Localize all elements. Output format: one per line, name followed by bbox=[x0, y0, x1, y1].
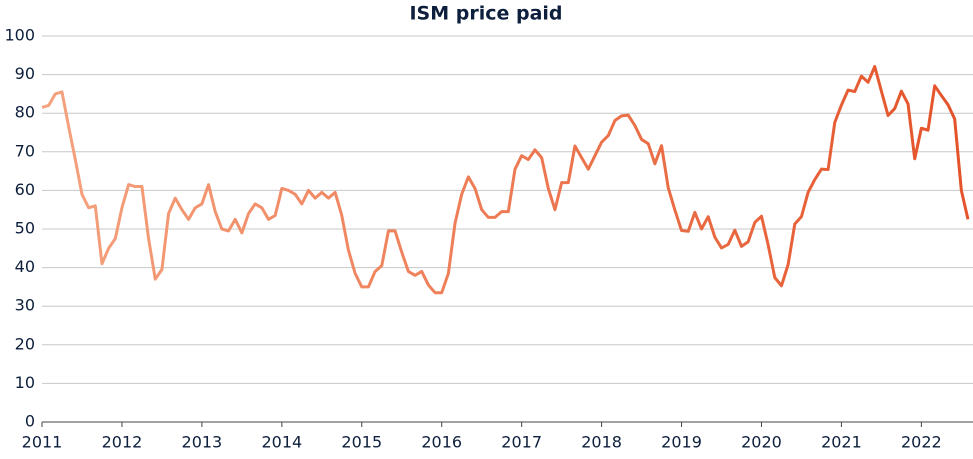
y-tick-label: 50 bbox=[15, 219, 35, 238]
x-tick-label: 2019 bbox=[661, 433, 702, 452]
y-tick-label: 30 bbox=[15, 296, 35, 315]
y-tick-label: 70 bbox=[15, 141, 35, 160]
y-tick-label: 40 bbox=[15, 257, 35, 276]
x-tick-label: 2020 bbox=[741, 433, 782, 452]
y-tick-label: 0 bbox=[25, 412, 35, 431]
x-tick-label: 2011 bbox=[22, 433, 63, 452]
chart-title: ISM price paid bbox=[409, 3, 562, 25]
x-tick-label: 2018 bbox=[581, 433, 622, 452]
x-tick-label: 2013 bbox=[182, 433, 223, 452]
x-tick-label: 2016 bbox=[421, 433, 462, 452]
x-tick-label: 2017 bbox=[501, 433, 542, 452]
y-tick-label: 20 bbox=[15, 334, 35, 353]
y-tick-label: 60 bbox=[15, 180, 35, 199]
x-tick-label: 2022 bbox=[901, 433, 942, 452]
x-tick-label: 2015 bbox=[341, 433, 382, 452]
x-tick-label: 2021 bbox=[821, 433, 862, 452]
y-tick-label: 10 bbox=[15, 373, 35, 392]
x-tick-label: 2014 bbox=[261, 433, 302, 452]
data-line bbox=[41, 64, 970, 295]
x-tick-label: 2012 bbox=[102, 433, 143, 452]
y-tick-label: 90 bbox=[15, 64, 35, 83]
y-tick-label: 80 bbox=[15, 103, 35, 122]
y-tick-label: 100 bbox=[4, 26, 35, 45]
